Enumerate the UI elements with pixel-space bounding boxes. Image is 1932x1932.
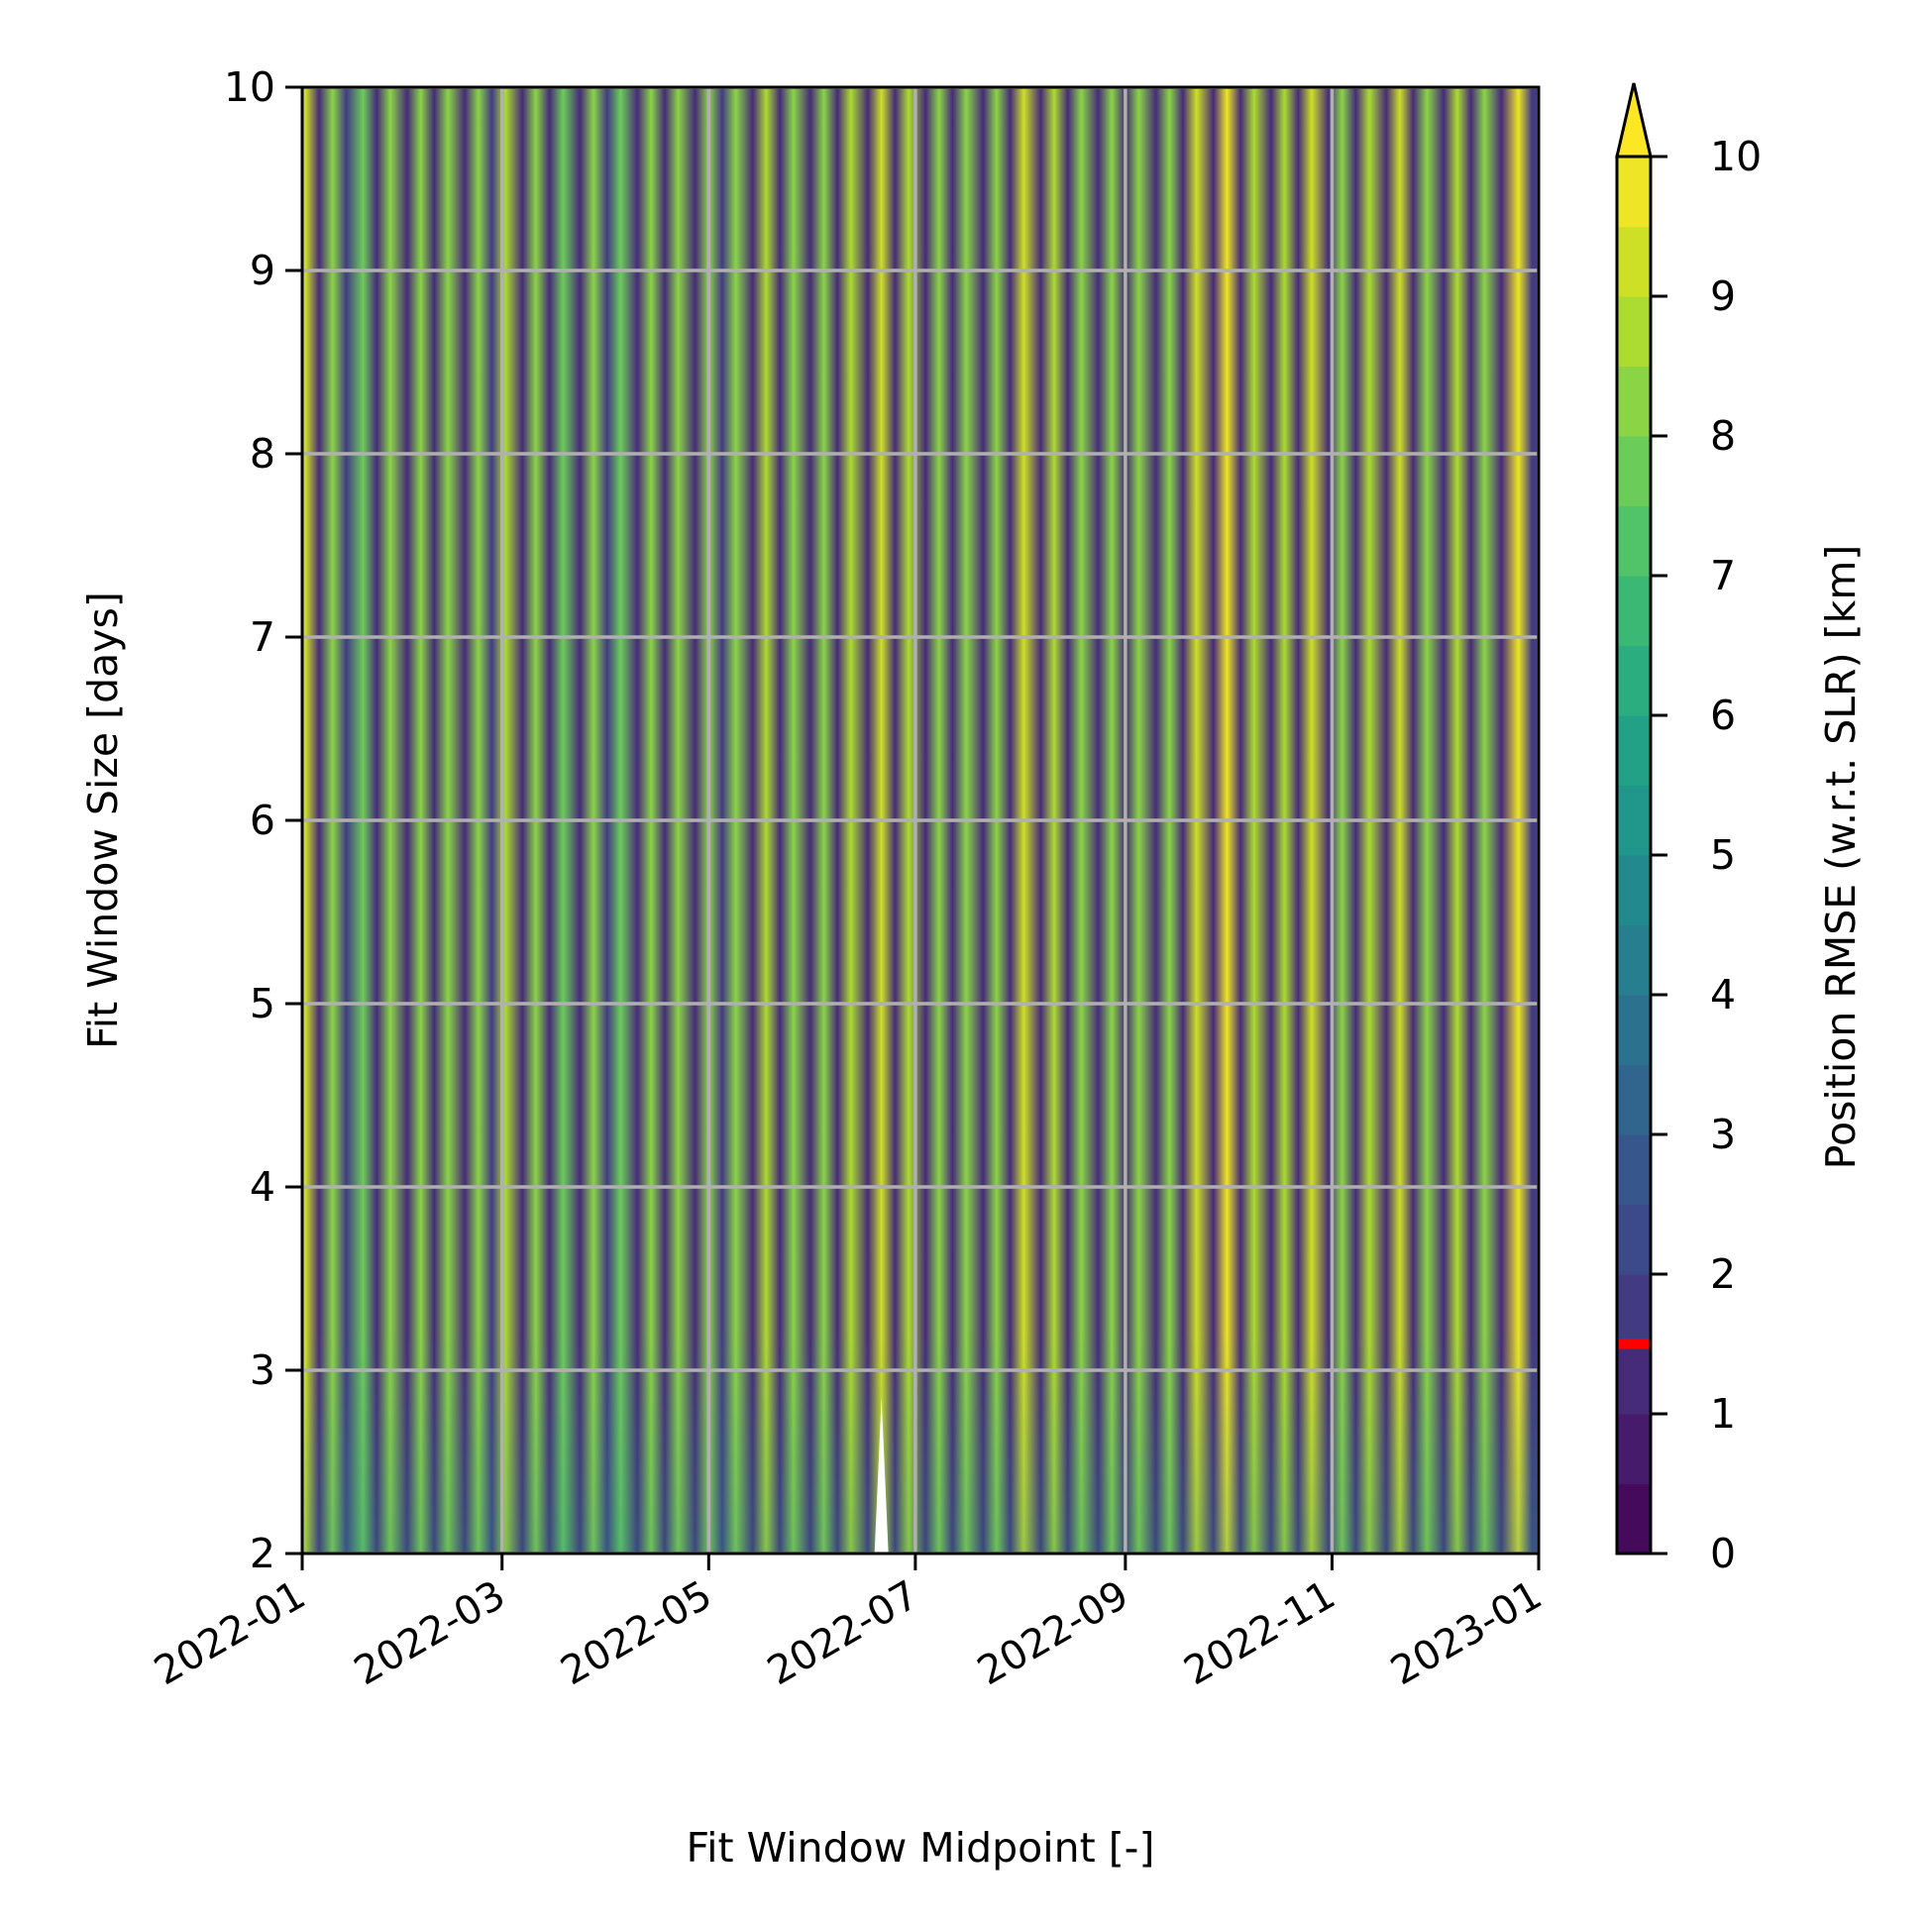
colorbar-tick-label: 0: [1710, 1530, 1736, 1577]
x-tick-label: 2022-03: [347, 1572, 513, 1694]
x-tick-label: 2022-05: [554, 1572, 720, 1694]
y-axis: 2 3 4 5 6 7 8 9 10: [224, 63, 302, 1577]
y-tick-label: 2: [250, 1530, 275, 1577]
colorbar-level: [1617, 1343, 1651, 1415]
colorbar-level: [1617, 785, 1651, 856]
y-tick-label: 8: [250, 430, 275, 478]
y-tick-label: 6: [250, 797, 275, 844]
colorbar-levels: [1617, 157, 1651, 1555]
colorbar-tick-label: 4: [1710, 971, 1736, 1019]
x-tick-label: 2023-01: [1383, 1572, 1550, 1694]
y-axis-label: Fit Window Size [days]: [79, 591, 127, 1049]
y-tick-label: 7: [250, 613, 275, 661]
colorbar-tick-label: 9: [1710, 272, 1736, 320]
x-axis-label: Fit Window Midpoint [-]: [687, 1824, 1155, 1872]
colorbar-level: [1617, 855, 1651, 926]
colorbar-level: [1617, 1274, 1651, 1345]
x-tick-label: 2022-01: [147, 1572, 313, 1694]
colorbar-tick-label: 3: [1710, 1111, 1736, 1158]
colorbar-level: [1617, 1204, 1651, 1275]
colorbar: 0 1 2 3 4 5 6 7 8 9 10 Position RMSE (w.r.t. SLR) …: [1615, 82, 1865, 1577]
missing-data-region: [874, 1397, 889, 1554]
x-tick-label: 2022-11: [1177, 1572, 1343, 1694]
colorbar-level: [1617, 505, 1651, 577]
x-tick-label: 2022-07: [760, 1572, 926, 1694]
small-window-shading: [302, 1334, 1539, 1554]
colorbar-tick-label: 10: [1710, 133, 1762, 180]
colorbar-tick-label: 1: [1710, 1390, 1736, 1438]
colorbar-tick-label: 8: [1710, 412, 1736, 460]
colorbar-tick-label: 7: [1710, 552, 1736, 599]
colorbar-level: [1617, 1483, 1651, 1555]
colorbar-level: [1617, 645, 1651, 716]
colorbar-reference-marker: [1618, 1339, 1650, 1349]
colorbar-level: [1617, 366, 1651, 437]
colorbar-level: [1617, 715, 1651, 787]
y-tick-label: 3: [250, 1346, 275, 1394]
colorbar-level: [1617, 1064, 1651, 1135]
colorbar-level: [1617, 1134, 1651, 1206]
y-tick-label: 4: [250, 1163, 275, 1211]
heatmap-overlays: [302, 1334, 1539, 1554]
colorbar-level: [1617, 296, 1651, 368]
colorbar-level: [1617, 576, 1651, 647]
x-axis: 2022-01 2022-03 2022-05 2022-07 2022-09 2022-…: [147, 1554, 1550, 1694]
y-tick-label: 10: [224, 63, 275, 111]
colorbar-level: [1617, 157, 1651, 228]
colorbar-level: [1617, 995, 1651, 1066]
colorbar-level: [1617, 924, 1651, 996]
colorbar-tick-label: 5: [1710, 831, 1736, 879]
colorbar-ticks: 0 1 2 3 4 5 6 7 8 9 10: [1651, 133, 1762, 1577]
grid-lines: [302, 87, 1539, 1554]
colorbar-level: [1617, 226, 1651, 297]
plot-area: [300, 85, 1541, 1556]
y-tick-label: 5: [250, 980, 275, 1027]
colorbar-level: [1617, 436, 1651, 507]
colorbar-level: [1617, 1414, 1651, 1485]
colorbar-tick-label: 2: [1710, 1250, 1736, 1298]
colorbar-tick-label: 6: [1710, 692, 1736, 739]
colorbar-extend-arrow: [1615, 82, 1653, 159]
colorbar-label: Position RMSE (w.r.t. SLR) [km]: [1817, 545, 1865, 1170]
x-tick-label: 2022-09: [970, 1572, 1136, 1694]
y-tick-label: 9: [250, 247, 275, 294]
